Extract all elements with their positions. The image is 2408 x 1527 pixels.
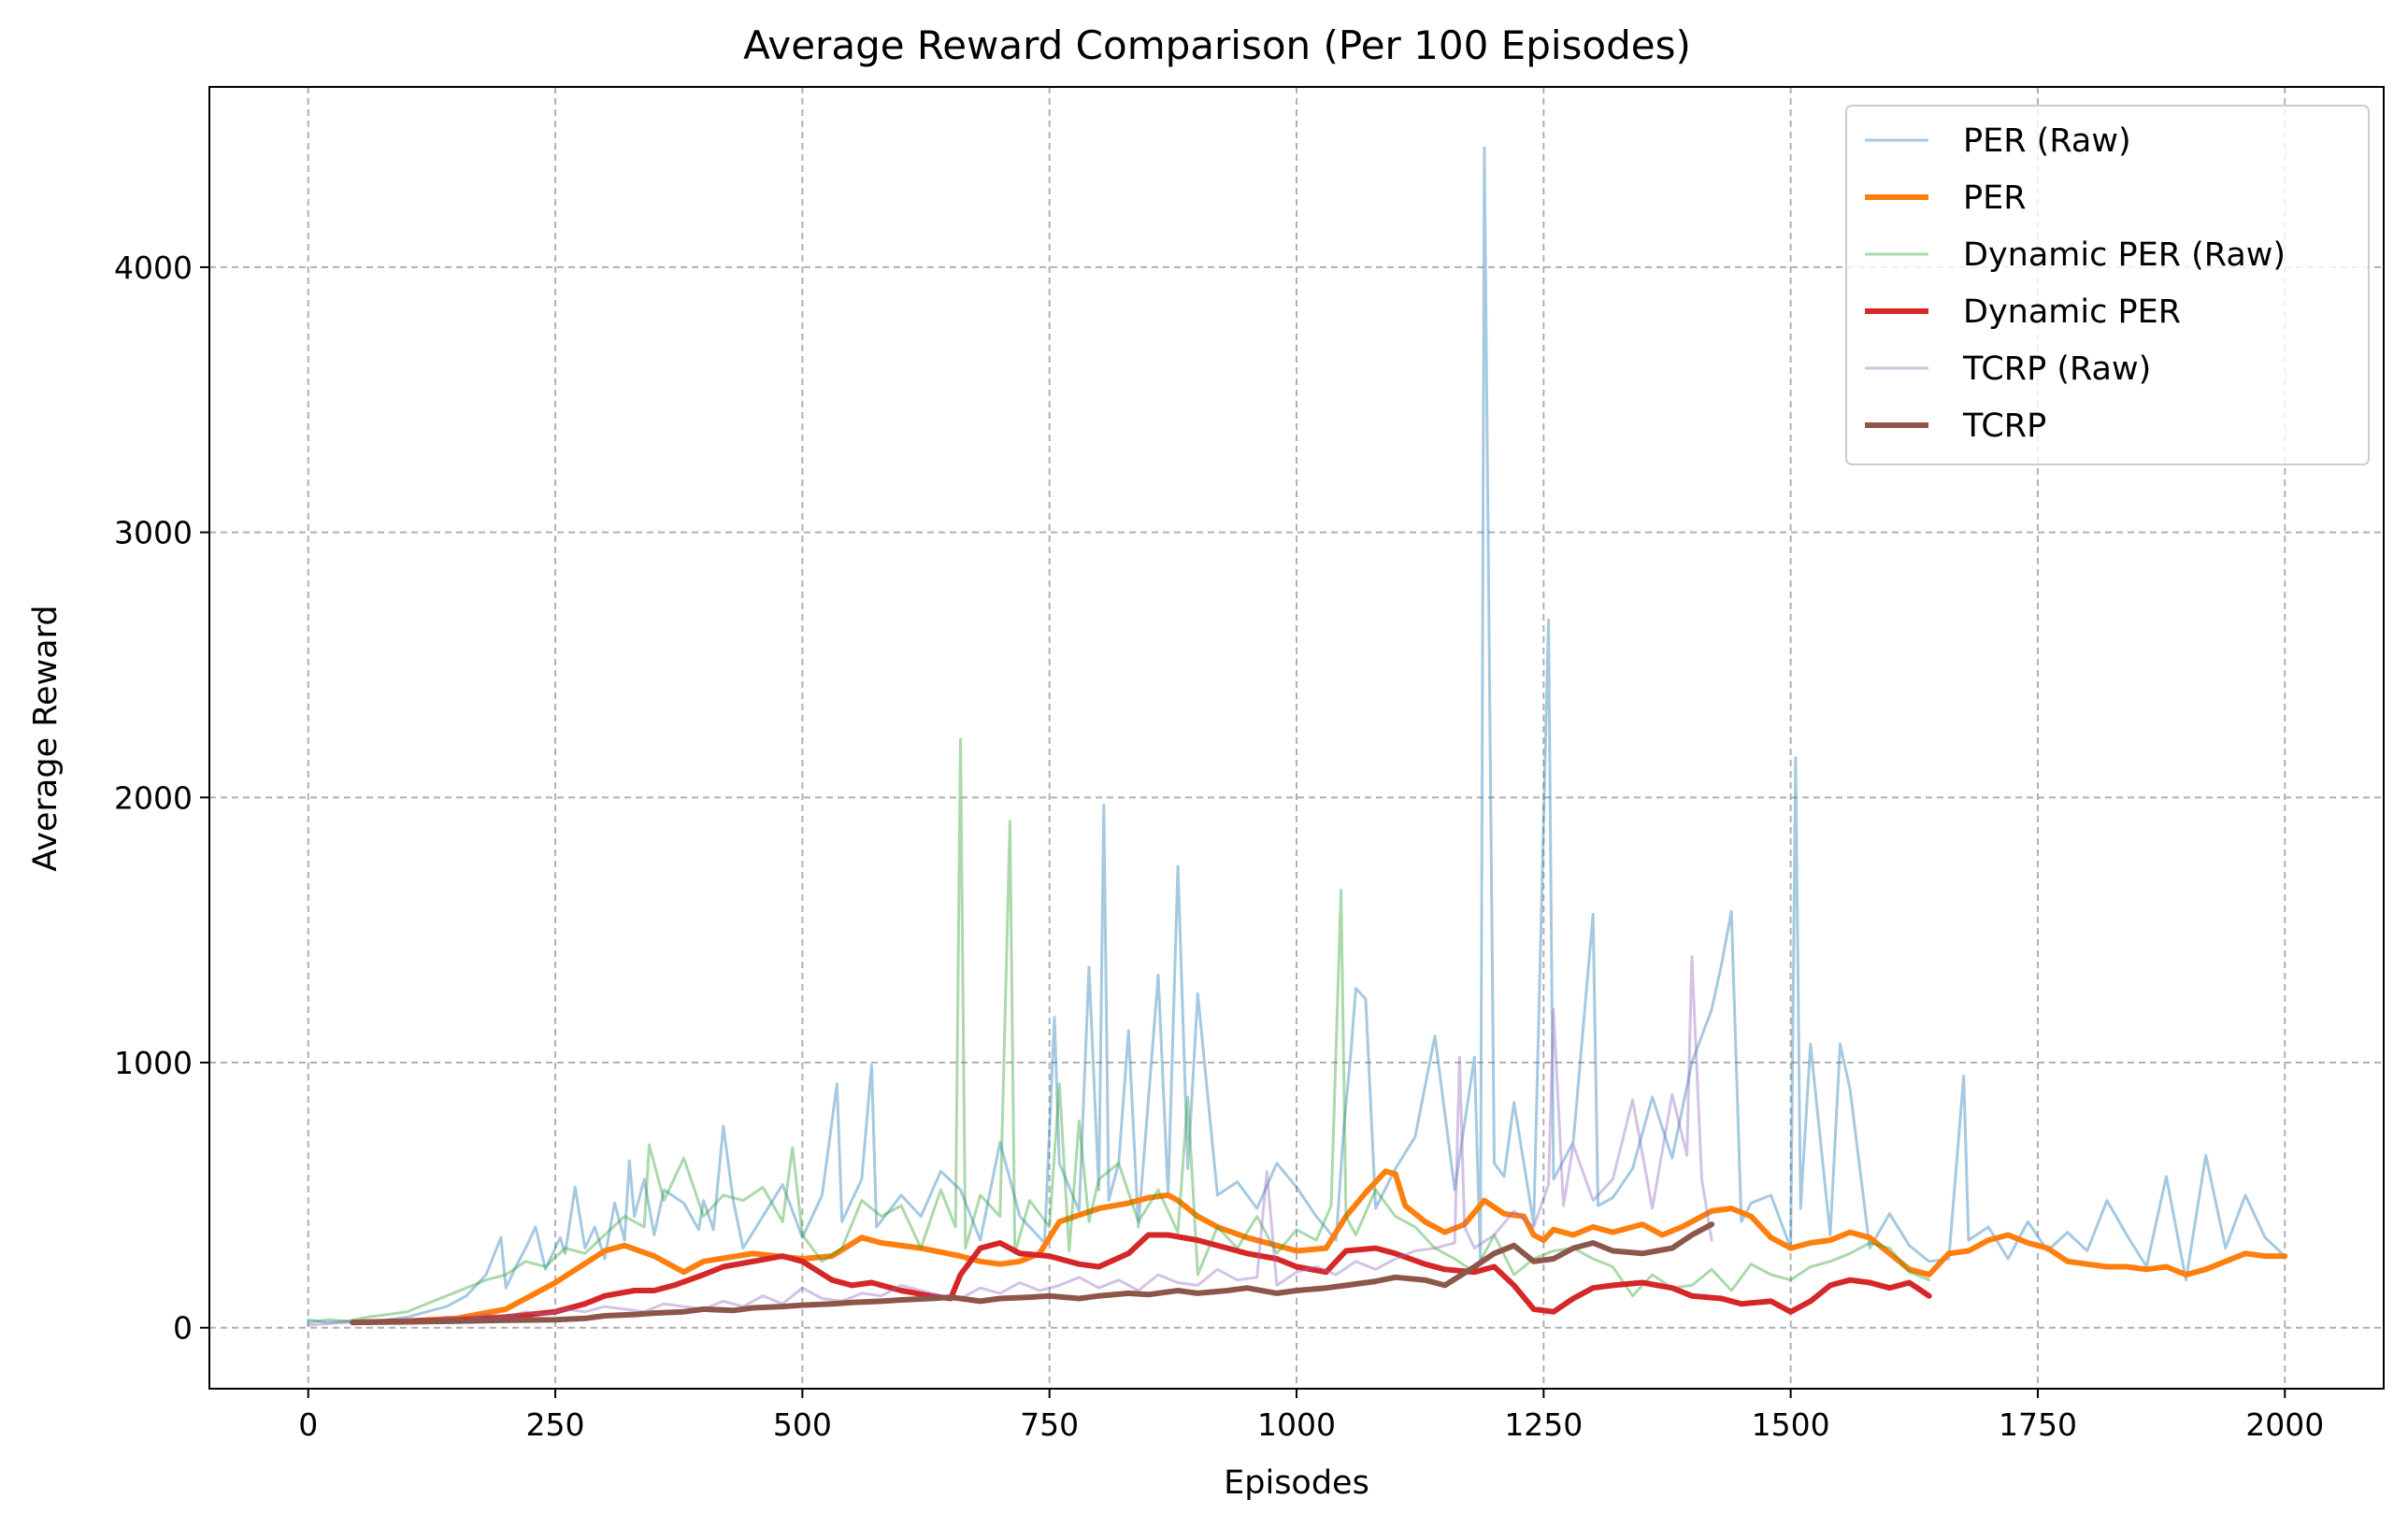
x-tick-label: 2000 (2245, 1406, 2324, 1443)
legend-label: Dynamic PER (1963, 293, 2181, 331)
y-tick-label: 2000 (114, 779, 193, 816)
legend-label: PER (1963, 179, 2027, 217)
x-tick-label: 750 (1020, 1406, 1079, 1443)
legend-box (1845, 105, 2370, 465)
series-line-dynamic-per-raw (307, 737, 1931, 1324)
x-axis: 0 250 500 750 1000 1250 1500 1750 2000 (298, 1389, 2324, 1443)
y-tick-label: 3000 (114, 515, 193, 551)
y-tick-label: 4000 (114, 250, 193, 286)
x-tick-label: 500 (773, 1406, 832, 1443)
legend-label: TCRP (1962, 407, 2046, 445)
x-tick-label: 1250 (1504, 1406, 1583, 1443)
y-tick-label: 0 (173, 1310, 193, 1347)
series-line-per (350, 1168, 2288, 1326)
chart-title: Average Reward Comparison (Per 100 Episo… (743, 22, 1691, 68)
y-axis-label: Average Reward (27, 605, 64, 871)
series-line-per-raw (307, 146, 2286, 1325)
y-tick-label: 1000 (114, 1045, 193, 1081)
x-tick-label: 250 (526, 1406, 585, 1443)
series-line-dynamic-per (350, 1232, 1932, 1326)
x-axis-label: Episodes (1224, 1464, 1369, 1502)
x-tick-label: 1500 (1752, 1406, 1830, 1443)
y-axis: 0 1000 2000 3000 4000 (114, 250, 209, 1347)
x-tick-label: 0 (298, 1406, 318, 1443)
series-line-tcrp-raw (307, 955, 1713, 1327)
x-tick-label: 1000 (1257, 1406, 1336, 1443)
legend: PER (Raw) PER Dynamic PER (Raw) Dynamic PER… (1845, 105, 2370, 465)
legend-label: PER (Raw) (1963, 122, 2131, 160)
series-layer (307, 146, 2288, 1327)
legend-label: Dynamic PER (Raw) (1963, 236, 2286, 274)
legend-label: TCRP (Raw) (1962, 350, 2151, 388)
x-tick-label: 1750 (1999, 1406, 2077, 1443)
series-line-tcrp (350, 1221, 1715, 1326)
